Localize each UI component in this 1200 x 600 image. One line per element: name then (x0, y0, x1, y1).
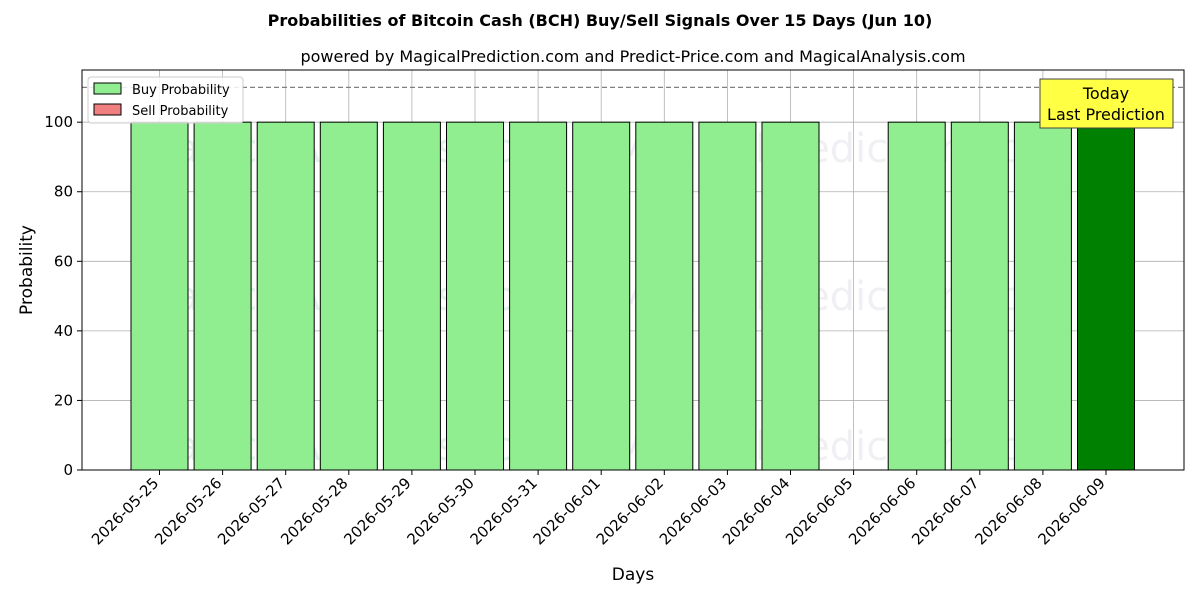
annotation-line1: Today (1082, 84, 1129, 103)
y-tick-label: 0 (63, 461, 73, 479)
x-tick-label: 2026-05-27 (214, 474, 288, 548)
legend: Buy Probability Sell Probability (87, 76, 244, 124)
y-axis-label: Probability (17, 225, 37, 315)
x-axis-label: Days (612, 565, 655, 585)
x-tick-label: 2026-06-06 (845, 474, 919, 548)
chart-title: Probabilities of Bitcoin Cash (BCH) Buy/… (268, 11, 933, 30)
buy-bar (761, 121, 820, 471)
legend-sell-swatch (93, 103, 122, 116)
buy-bar (635, 121, 694, 471)
y-tick-label: 60 (54, 252, 73, 270)
buy-bar (698, 121, 757, 471)
bars (130, 121, 1135, 471)
annotation-line2: Last Prediction (1047, 105, 1165, 124)
x-tick-label: 2026-06-01 (530, 474, 604, 548)
legend-buy-label: Buy Probability (132, 83, 230, 98)
annotation-box (1039, 78, 1174, 129)
legend-buy-swatch (93, 82, 122, 95)
buy-bar (1013, 121, 1072, 471)
x-tick-label: 2026-05-26 (151, 474, 225, 548)
x-tick-label: 2026-06-02 (593, 474, 667, 548)
buy-bar (193, 121, 252, 471)
buy-bar (572, 121, 631, 471)
x-tick-label: 2026-06-05 (782, 474, 856, 548)
chart-subtitle: powered by MagicalPrediction.com and Pre… (300, 47, 965, 66)
buy-bar (1077, 121, 1135, 471)
x-axis-ticks: 2026-05-252026-05-262026-05-272026-05-28… (88, 470, 1109, 548)
legend-box (87, 76, 244, 124)
buy-bar (256, 121, 315, 471)
y-tick-label: 20 (54, 391, 73, 409)
plot-frame (81, 69, 1185, 471)
buy-bar (382, 121, 441, 471)
x-tick-label: 2026-06-08 (971, 474, 1045, 548)
x-tick-label: 2026-06-09 (1034, 474, 1108, 548)
buy-bar (319, 121, 378, 471)
x-tick-label: 2026-05-29 (340, 474, 414, 548)
y-tick-label: 80 (54, 183, 73, 201)
x-tick-label: 2026-06-07 (908, 474, 982, 548)
y-tick-label: 100 (44, 113, 73, 131)
y-tick-label: 40 (54, 322, 73, 340)
buy-bar (130, 121, 189, 471)
x-tick-label: 2026-06-04 (719, 474, 793, 548)
buy-bar (950, 121, 1009, 471)
x-tick-label: 2026-05-25 (88, 474, 162, 548)
buy-bar (887, 121, 946, 471)
x-tick-label: 2026-05-31 (467, 474, 541, 548)
x-tick-label: 2026-05-28 (277, 474, 351, 548)
buy-bar (446, 121, 504, 471)
x-tick-label: 2026-05-30 (403, 474, 477, 548)
x-tick-label: 2026-06-03 (656, 474, 730, 548)
y-axis-ticks: 0 20 40 60 80 100 (44, 113, 82, 479)
legend-sell-label: Sell Probability (132, 104, 229, 119)
buy-bar (509, 121, 568, 471)
today-annotation: Today Last Prediction (1039, 78, 1174, 129)
